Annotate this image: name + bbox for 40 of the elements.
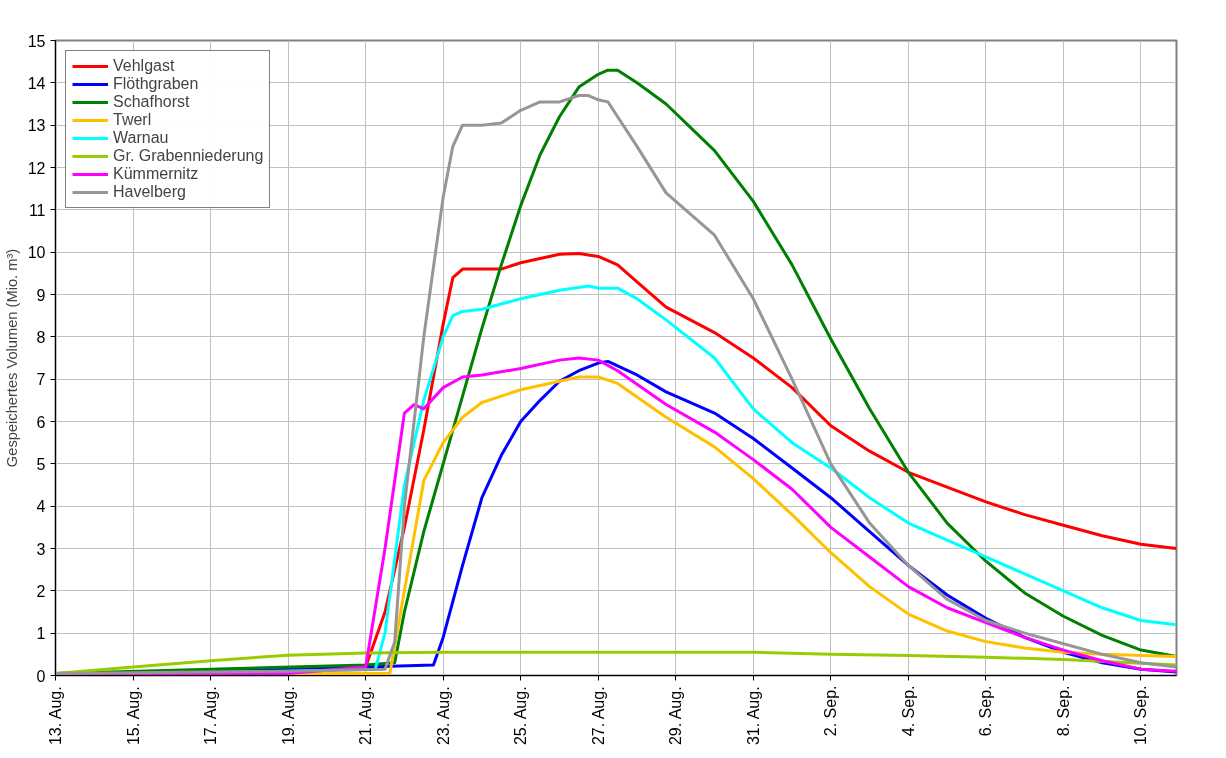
legend-label: Twerl — [113, 111, 152, 129]
y-tick-label: 15 — [27, 32, 46, 50]
x-tick-label: 17. Aug. — [202, 686, 220, 746]
y-tick-label: 8 — [36, 328, 46, 346]
x-tick-label: 2. Sep. — [822, 685, 840, 737]
legend-label: Schafhorst — [113, 93, 190, 111]
y-tick-label: 6 — [36, 413, 46, 431]
y-tick-label: 5 — [36, 455, 46, 473]
x-tick-label: 8. Sep. — [1054, 685, 1072, 737]
y-tick-label: 14 — [27, 74, 46, 92]
y-tick-label: 7 — [36, 371, 46, 389]
legend-label: Vehlgast — [113, 57, 175, 75]
x-tick-label: 31. Aug. — [744, 686, 762, 746]
legend-label: Havelberg — [113, 183, 186, 201]
y-tick-label: 11 — [28, 201, 46, 219]
legend-label: Kümmernitz — [113, 165, 199, 183]
legend-label: Warnau — [113, 129, 169, 147]
y-tick-label: 2 — [36, 582, 46, 600]
x-tick-label: 4. Sep. — [899, 685, 917, 737]
x-tick-label: 13. Aug. — [47, 686, 64, 746]
x-tick-label: 25. Aug. — [512, 686, 530, 746]
y-tick-label: 4 — [36, 498, 46, 516]
y-tick-label: 13 — [27, 117, 46, 135]
y-tick-label: 9 — [36, 286, 46, 304]
y-tick-label: 1 — [36, 625, 46, 643]
y-axis-title: Gespeichertes Volumen (Mio. m³) — [3, 248, 20, 468]
x-tick-label: 27. Aug. — [589, 686, 607, 746]
x-tick-label: 21. Aug. — [357, 686, 375, 746]
x-tick-label: 19. Aug. — [279, 686, 297, 746]
y-tick-label: 3 — [36, 540, 46, 558]
x-tick-label: 6. Sep. — [977, 685, 995, 737]
x-tick-label: 29. Aug. — [667, 686, 685, 746]
x-tick-label: 10. Sep. — [1132, 685, 1150, 746]
y-tick-label: 10 — [27, 244, 46, 262]
legend-label: Gr. Grabenniederung — [113, 147, 264, 165]
x-tick-label: 15. Aug. — [124, 686, 142, 746]
y-tick-label: 0 — [36, 667, 46, 685]
legend-label: Flöthgraben — [113, 75, 199, 93]
y-tick-label: 12 — [27, 159, 46, 177]
x-tick-label: 23. Aug. — [434, 686, 452, 746]
